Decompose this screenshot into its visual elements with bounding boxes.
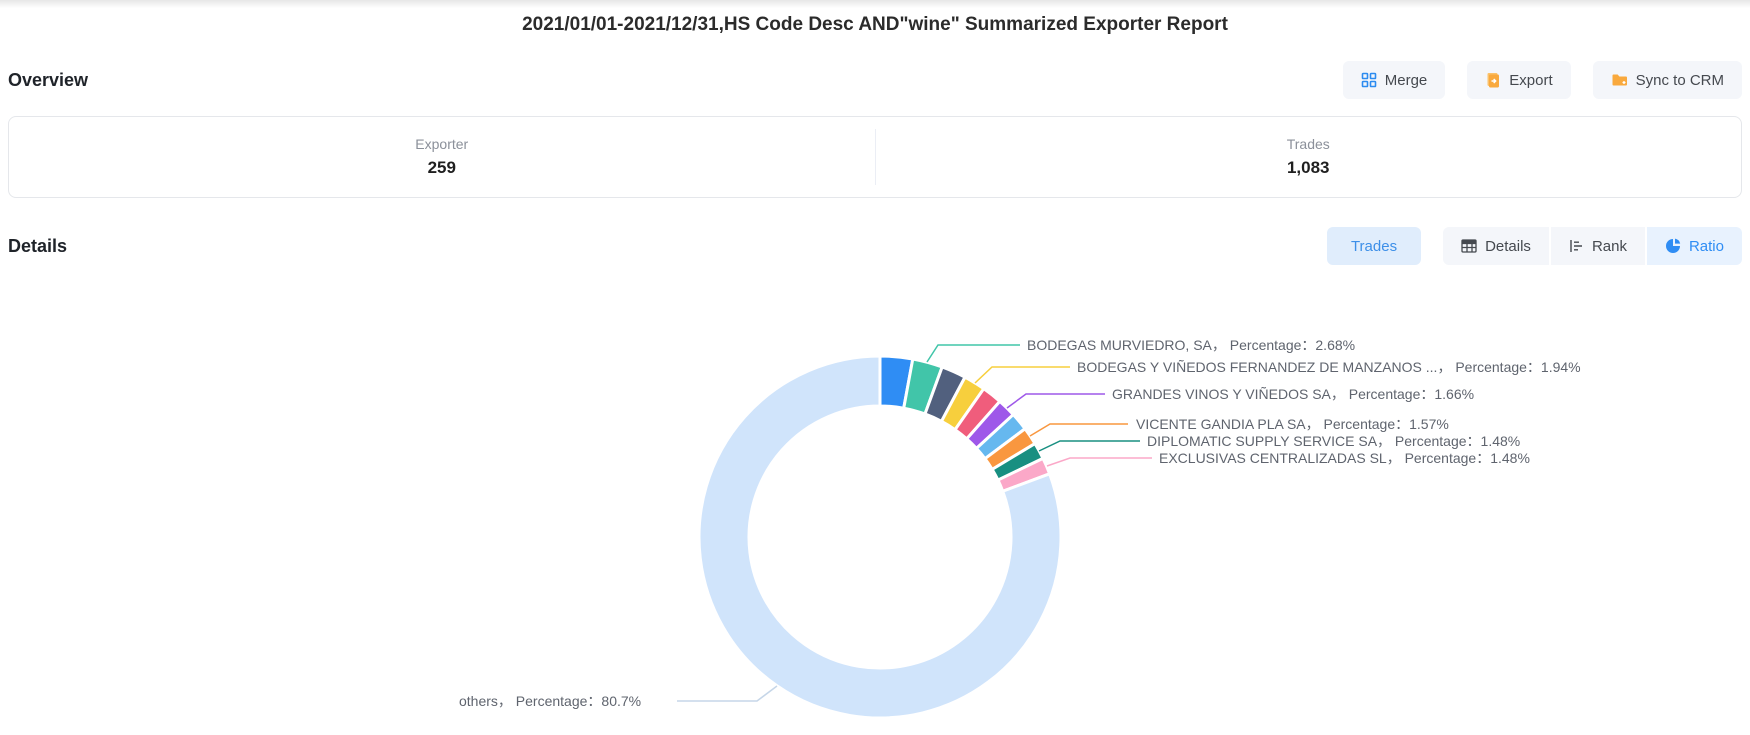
pie-label-bodegas-y-vinedos-fernandez: BODEGAS Y VIÑEDOS FERNANDEZ DE MANZANOS …: [1077, 359, 1581, 375]
tab-ratio[interactable]: Ratio: [1646, 227, 1742, 265]
export-button-label: Export: [1509, 71, 1553, 89]
tab-trades-label: Trades: [1350, 237, 1398, 255]
stat-trades-value: 1,083: [1286, 158, 1330, 177]
table-icon: [1461, 239, 1477, 253]
details-toolbar: Trades Details Rank Ratio: [1326, 227, 1742, 265]
stat-trades-label: Trades: [1286, 136, 1330, 152]
tab-trades[interactable]: Trades: [1326, 227, 1422, 265]
merge-button[interactable]: Merge: [1342, 61, 1446, 99]
donut-slice-10[interactable]: [697, 354, 1063, 720]
tab-rank[interactable]: Rank: [1550, 227, 1645, 265]
stat-divider: [874, 129, 876, 185]
overview-toolbar: Merge Export Sync to CRM: [1342, 61, 1742, 99]
tab-details-label: Details: [1485, 237, 1531, 255]
export-button[interactable]: Export: [1467, 61, 1571, 99]
pie-label-others: others， Percentage：80.7%: [459, 693, 642, 709]
folder-icon: [1611, 72, 1628, 88]
label-leader-line: [677, 685, 778, 702]
tab-rank-label: Rank: [1591, 237, 1627, 255]
pie-label-grandes-vinos: GRANDES VINOS Y VIÑEDOS SA， Percentage：1…: [1112, 386, 1475, 402]
stat-trades: Trades 1,083: [876, 117, 1742, 197]
label-leader-line: [1038, 440, 1140, 452]
pie-label-diplomatic-supply: DIPLOMATIC SUPPLY SERVICE SA， Percentage…: [1147, 433, 1521, 449]
stat-exporter: Exporter 259: [9, 117, 875, 197]
overview-heading: Overview: [8, 69, 89, 90]
label-leader-line: [1046, 457, 1152, 467]
label-leader-line: [1029, 423, 1128, 437]
donut-slices[interactable]: [697, 354, 1063, 720]
pie-label-vicente-gandia: VICENTE GANDIA PLA SA， Percentage：1.57%: [1136, 416, 1449, 432]
view-switcher: Details Rank Ratio: [1443, 227, 1742, 265]
tab-ratio-label: Ratio: [1688, 237, 1724, 255]
label-leader-line: [1006, 393, 1105, 409]
stat-exporter-label: Exporter: [415, 136, 469, 152]
pie-label-bodegas-murviedro: BODEGAS MURVIEDRO, SA， Percentage：2.68%: [1027, 337, 1356, 353]
sync-to-crm-button-label: Sync to CRM: [1635, 71, 1724, 89]
top-gradient-strip: [0, 0, 1750, 8]
stat-exporter-value: 259: [427, 158, 456, 177]
tab-details[interactable]: Details: [1443, 227, 1549, 265]
details-heading: Details: [8, 235, 68, 256]
exporter-ratio-donut-chart: BODEGAS MURVIEDRO, SA， Percentage：2.68% …: [0, 270, 1750, 735]
label-leader-line: [974, 366, 1070, 384]
page-title: 2021/01/01-2021/12/31,HS Code Desc AND"w…: [522, 14, 1228, 35]
merge-button-label: Merge: [1384, 71, 1428, 89]
pie-label-exclusivas-centralizadas: EXCLUSIVAS CENTRALIZADAS SL， Percentage：…: [1159, 450, 1530, 466]
sync-to-crm-button[interactable]: Sync to CRM: [1592, 61, 1742, 99]
pie-chart-icon: [1665, 238, 1681, 254]
overview-card: Exporter 259 Trades 1,083: [8, 116, 1742, 198]
rank-icon: [1569, 239, 1584, 253]
label-leader-line: [926, 344, 1020, 363]
merge-icon: [1361, 72, 1377, 88]
export-icon: [1485, 72, 1501, 88]
